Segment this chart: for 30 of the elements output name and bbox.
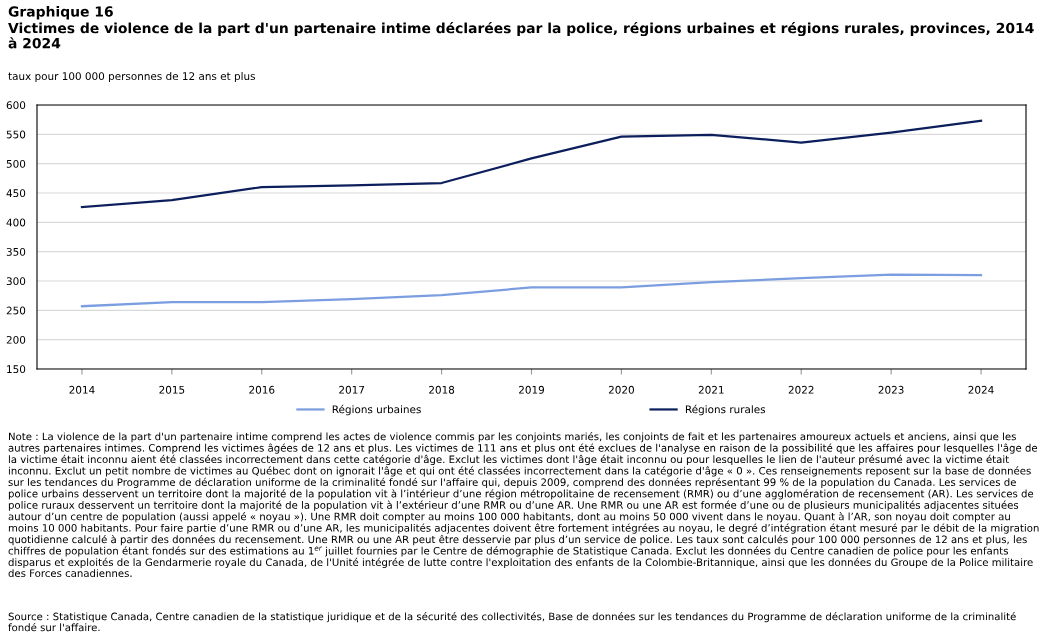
y-tick-label: 150: [7, 365, 26, 374]
x-tick-label: 2014: [69, 385, 95, 394]
y-axis-title: taux pour 100 000 personnes de 12 ans et plus: [8, 72, 256, 83]
y-tick-label: 350: [6, 247, 26, 256]
legend-label: Régions rurales: [685, 404, 766, 416]
x-tick-label: 2024: [968, 385, 994, 394]
chart-title: Graphique 16: [8, 6, 113, 20]
y-tick-label: 400: [6, 218, 26, 227]
source-note: Source : Statistique Canada, Centre canadien de la statistique juridique et de la sécurité des collectivités, Base de données sur les tendances du Programme de déclaration uniforme de la criminalité fondé sur l'affaire.: [8, 612, 1016, 632]
legend-label: Régions urbaines: [332, 404, 421, 416]
y-tick-label: 500: [6, 159, 26, 168]
x-tick-label: 2023: [878, 385, 904, 394]
x-tick-label: 2016: [249, 385, 275, 394]
y-tick-label: 300: [6, 277, 26, 286]
x-tick-label: 2022: [788, 385, 814, 394]
x-tick-label: 2021: [698, 385, 724, 394]
y-tick-label: 250: [6, 306, 26, 315]
text: Note : La violence de la part d'un partenaire intime comprend les actes de violence commis par les conjoints mariés, les conjoints de fait et les partenaires amoureux actuels et anciens, ainsi que les autres partenaires intimes. Comprend les victimes âgées de 12 ans et plus. Les victimes de 111 ans et plus ont été exclues de l'analyse en raison de la possibilité que les affaires pour lesquelles l'âge de la victime était inconnu aient été classées incorrectement dans cette catégorie d'âge. Exclut les victimes dont l'âge était inconnu ou pour lesquelles le lien de l'auteur présumé avec la victime était inconnu. Exclut un petit nombre de victimes au Québec dont on ignorait l'âge et qui ont été classées incorrectement dans la catégorie d'âge « 0 ». Ces renseignements reposent sur la base de données sur les tendances du Programme de déclaration uniforme de la criminalité fondé sur l'affaire qui, depuis 2009, comprend des données représentant 99 % de la population du Canada. Les services de police urbains desservent un territoire dont la majorité de la population vit à l’intérieur d’une région métropolitaine de recensement (RMR) ou d’une agglomération de recensement (AR). Les services de police ruraux desservent un territoire dont la majorité de la population vit à l’extérieur d’une RMR ou d’une AR. Une RMR ou une AR est formée d’une ou de plusieurs municipalités adjacentes situées autour d’un centre de population (aussi appelé « noyau »). Une RMR doit compter au moins 100 000 habitants, dont au moins 50 000 vivent dans le noyau. Quant à l’AR, son noyau doit compter au moins 10 000 habitants. Pour faire partie d’une RMR ou d’une AR, les municipalités adjacentes doivent être fortement intégrées au noyau, le degré d’intégration étant mesuré par le débit de la migration quotidienne calculé à partir des données du recensement. Une RMR ou une AR peut être desservie par plus d’un service de police. Les taux sont calculés pour 100 000 personnes de 12 ans et plus, les chiffres de population étant fondés sur des estimations au 1$^{er}$ juillet fournies par le Centre de démographie de Statistique Canada. Exclut les données du Centre canadien de police pour les enfants disparus et exploités de la Gendarmerie royale du Canada, de l'Unité intégrée de lutte contre l'exploitation des enfants de la Colombie-Britannique, ainsi que les données du Groupe de la Police militaire des Forces canadiennes.: [8, 432, 1039, 578]
y-tick-label: 600: [6, 101, 26, 110]
y-tick-label: 550: [6, 130, 26, 139]
x-tick-label: 2015: [159, 385, 185, 394]
x-tick-label: 2017: [339, 385, 365, 394]
chart-subtitle: Victimes de violence de la part d'un partenaire intime déclarées par la police, régions urbaines et régions rurales, provinces, 2014 à 2024: [8, 22, 1034, 49]
line-series: [80, 119, 983, 209]
x-tick-label: 2019: [519, 385, 545, 394]
y-tick-label: 450: [6, 189, 26, 198]
line-series: [80, 273, 983, 308]
x-tick-label: 2018: [429, 385, 455, 394]
y-tick-label: 200: [6, 335, 26, 344]
x-tick-label: 2020: [608, 385, 634, 394]
